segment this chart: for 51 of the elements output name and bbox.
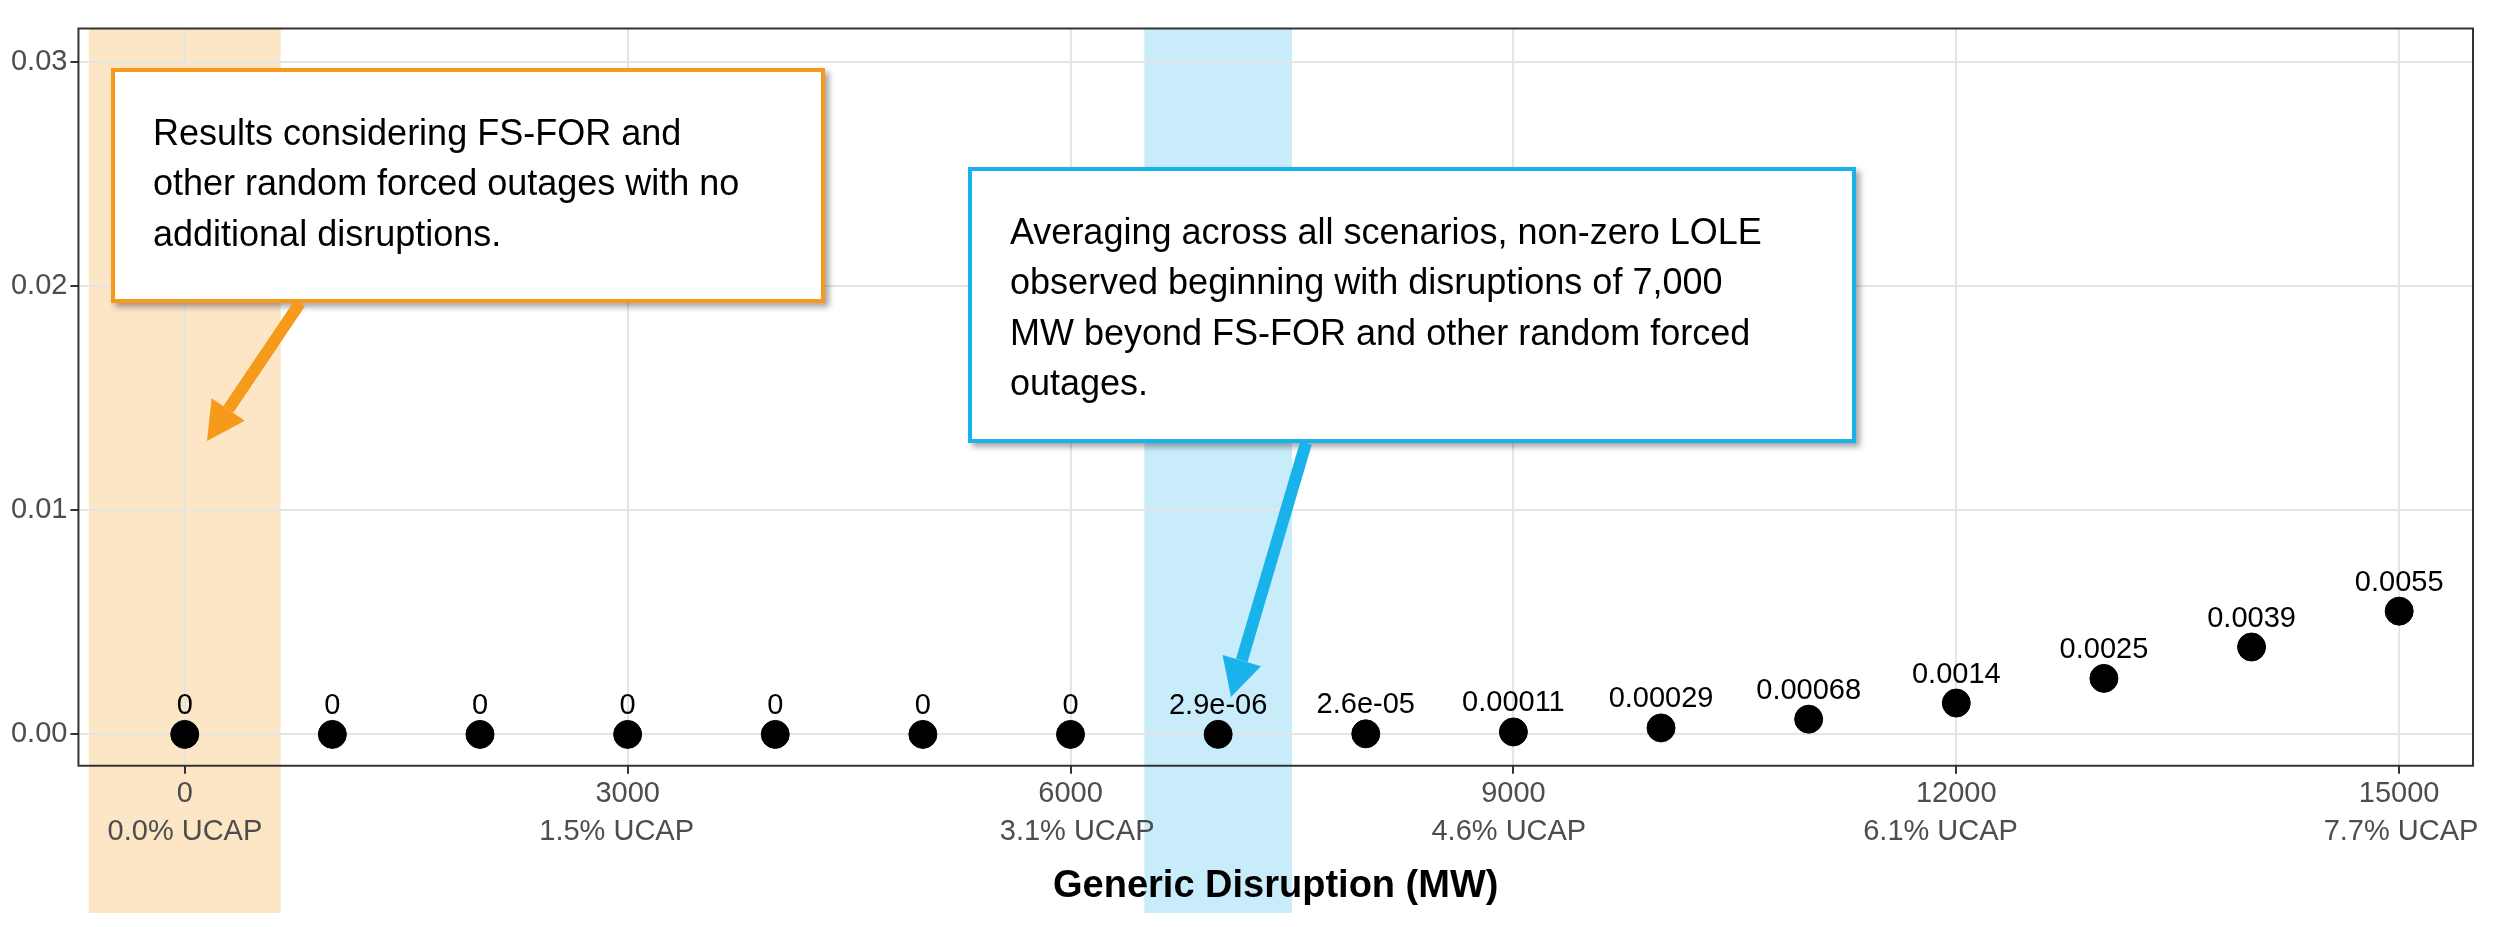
data-label: 0: [619, 687, 636, 720]
x2-tick-label: 7.7% UCAP: [2323, 814, 2479, 846]
point: [2089, 663, 2119, 693]
data-label: 0.00011: [1462, 685, 1565, 718]
y-tick-label: 0.00: [10, 716, 68, 749]
point: [1203, 719, 1233, 749]
point: [908, 719, 938, 749]
x-tick-label: 3000: [595, 776, 660, 809]
data-label: 0: [176, 687, 193, 720]
x2-tick-label: 6.1% UCAP: [1863, 814, 2018, 846]
x2-tick-label: 0.0% UCAP: [107, 814, 263, 846]
y-tick-label: 0.02: [10, 268, 68, 301]
point: [1498, 717, 1528, 747]
x-axis-title: Generic Disruption (MW): [1052, 862, 1499, 905]
point: [2384, 596, 2414, 626]
point: [1351, 719, 1381, 749]
data-label: 0: [767, 687, 784, 720]
x-tick-label: 15000: [2358, 776, 2440, 809]
x2-tick-label: 3.1% UCAP: [999, 814, 1155, 846]
data-label: 0.0014: [1911, 656, 2001, 689]
x-tick-label: 9000: [1481, 776, 1546, 809]
data-label: 2.9e-06: [1168, 687, 1268, 720]
point: [760, 719, 790, 749]
point: [1646, 713, 1676, 743]
data-label: 0.00029: [1608, 681, 1714, 714]
data-label: 0.00068: [1756, 672, 1862, 705]
data-label: 0: [1062, 687, 1079, 720]
y-tick-label: 0.01: [10, 492, 68, 525]
point: [170, 719, 200, 749]
point: [465, 719, 495, 749]
y-tick-label: 0.03: [10, 44, 68, 77]
point: [613, 719, 643, 749]
x-tick-label: 0: [176, 776, 193, 809]
data-label: 0: [471, 687, 489, 720]
callout-box: Results considering FS-FOR and other random forced outages with no additional disruptions.: [111, 68, 825, 303]
x-tick-label: 12000: [1915, 776, 1997, 809]
x-tick-label: 6000: [1038, 776, 1103, 809]
data-label: 0: [914, 687, 931, 720]
data-label: 2.6e-05: [1316, 687, 1415, 720]
point: [1941, 688, 1971, 718]
data-label: 0.0025: [2059, 631, 2149, 664]
data-label: 0.0055: [2354, 564, 2444, 597]
point: [317, 719, 347, 749]
callout-box: Averaging across all scenarios, non-zero LOLE observed beginning with disruptions of 7,000 MW beyond FS-FOR and other random forced outages.: [968, 167, 1856, 443]
x2-tick-label: 1.5% UCAP: [539, 814, 695, 846]
x2-tick-label: 4.6% UCAP: [1431, 814, 1587, 846]
data-label: 0: [324, 687, 341, 720]
data-label: 0.0039: [2207, 600, 2296, 633]
point: [2237, 632, 2267, 662]
point: [1056, 719, 1086, 749]
point: [1794, 704, 1824, 734]
